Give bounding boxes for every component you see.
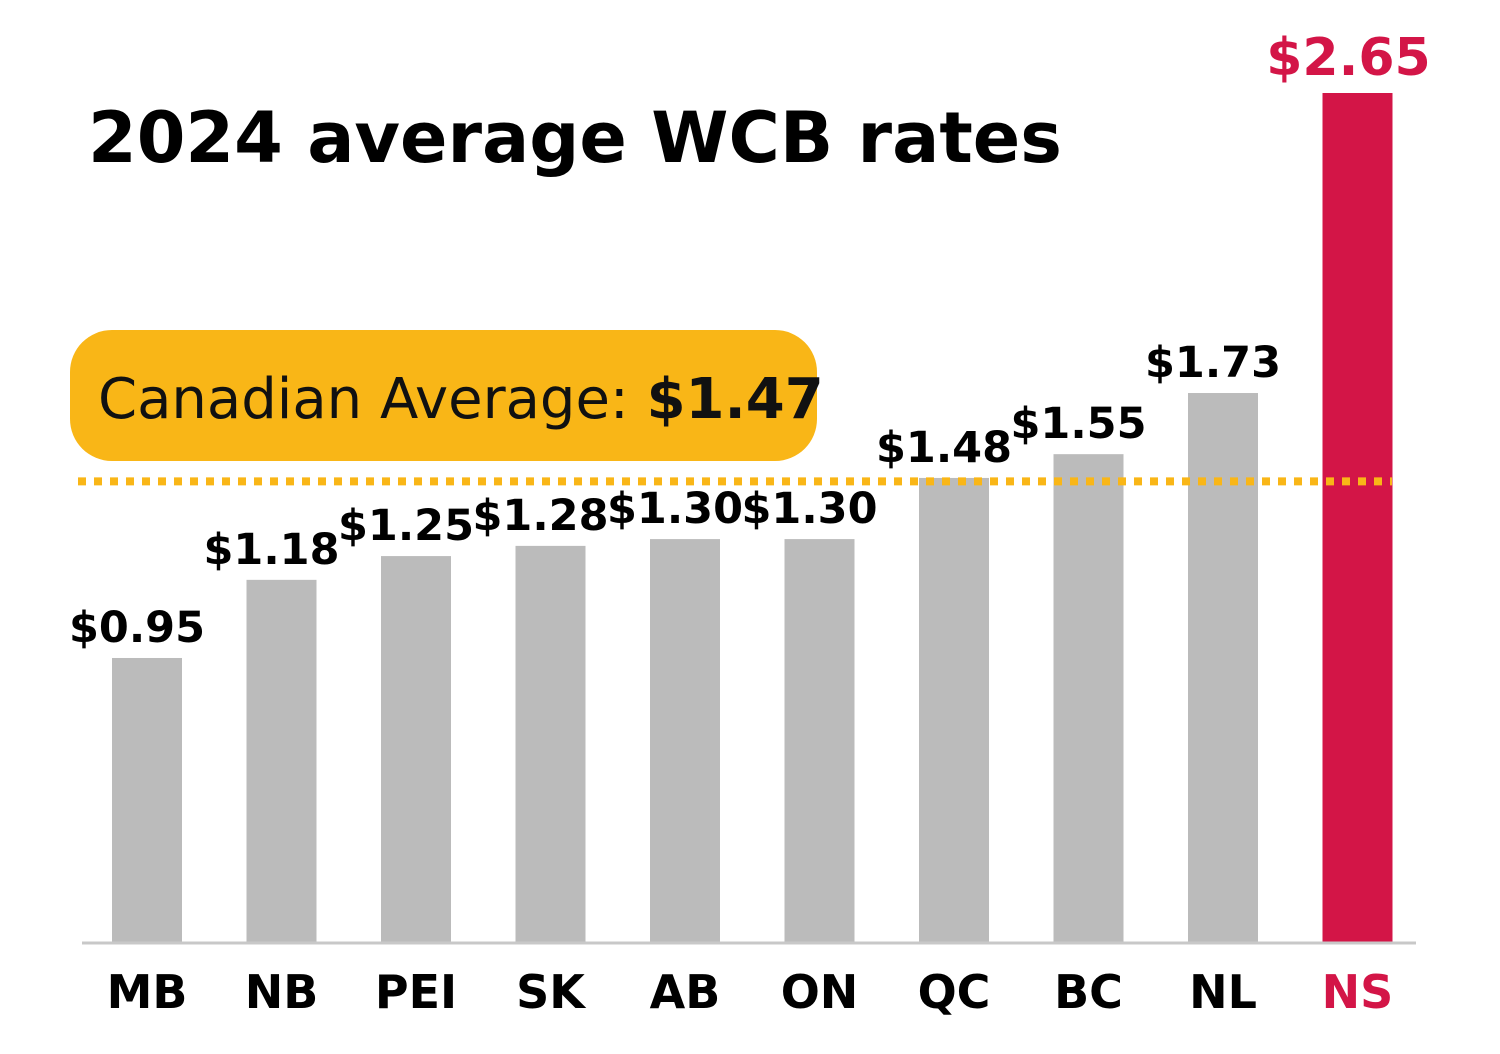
category-label-nl: NL: [1189, 965, 1257, 1019]
value-label-pei: $1.25: [338, 501, 474, 551]
value-label-on: $1.30: [741, 484, 877, 534]
bar-nb: [246, 579, 317, 942]
category-label-pei: PEI: [375, 965, 457, 1019]
category-label-sk: SK: [516, 965, 587, 1019]
bar-sk: [515, 545, 586, 942]
category-label-nb: NB: [245, 965, 319, 1019]
category-label-bc: BC: [1054, 965, 1123, 1019]
bar-ns: [1322, 93, 1393, 942]
bar-ab: [650, 539, 720, 942]
average-value: $1.47: [647, 367, 824, 432]
value-label-nb: $1.18: [203, 525, 339, 575]
category-label-on: ON: [781, 965, 859, 1019]
average-label-text: Canadian Average:: [98, 367, 647, 432]
category-label-ab: AB: [650, 965, 721, 1019]
value-label-mb: $0.95: [69, 603, 205, 653]
value-label-ab: $1.30: [607, 484, 743, 534]
bar-qc: [919, 477, 989, 942]
bar-bc: [1053, 454, 1124, 942]
chart-title: 2024 average WCB rates: [88, 97, 1062, 179]
value-label-qc: $1.48: [876, 423, 1012, 473]
category-label-ns: NS: [1322, 965, 1394, 1019]
bar-pei: [381, 556, 451, 942]
bar-on: [784, 539, 855, 942]
average-label: Canadian Average: $1.47: [98, 367, 824, 432]
bar-mb: [112, 657, 182, 942]
value-label-sk: $1.28: [472, 491, 608, 541]
category-label-mb: MB: [107, 965, 188, 1019]
average-pill: [70, 330, 817, 461]
bars-group: $0.95 MB $1.18 NB $1.25 PEI $1.28 SK $1.30 AB $1.3…: [69, 28, 1431, 1019]
bar-nl: [1188, 393, 1258, 942]
value-label-ns: $2.65: [1266, 28, 1430, 88]
value-label-nl: $1.73: [1145, 338, 1281, 388]
category-label-qc: QC: [918, 965, 991, 1019]
value-label-bc: $1.55: [1010, 399, 1146, 449]
